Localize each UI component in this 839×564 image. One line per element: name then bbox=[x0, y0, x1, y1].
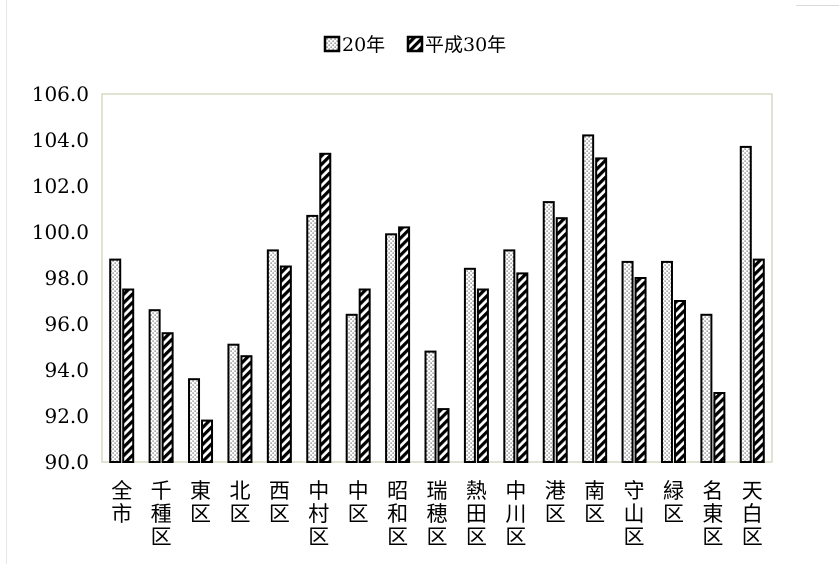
y-tick-label: 100.0 bbox=[32, 220, 89, 244]
bar-series-1 bbox=[148, 309, 161, 464]
bar-series-2 bbox=[476, 288, 489, 463]
y-tick-label: 96.0 bbox=[44, 312, 89, 336]
x-tick-label: 熱田区 bbox=[466, 479, 487, 549]
x-tick-label: 東区 bbox=[190, 479, 211, 526]
bar-series-1 bbox=[700, 313, 713, 463]
bar-series-1 bbox=[582, 134, 595, 463]
bar-series-1 bbox=[739, 145, 752, 463]
bar-series-2 bbox=[595, 157, 608, 463]
x-tick-label: 中村区 bbox=[308, 479, 329, 549]
y-axis-tick-labels: 106.0 104.0 102.0 100.0 98.0 96.0 94.0 9… bbox=[32, 82, 89, 474]
y-tick-label: 90.0 bbox=[44, 450, 89, 474]
y-tick-label: 106.0 bbox=[32, 82, 89, 106]
bar-series-1 bbox=[266, 249, 279, 463]
bar-series-2 bbox=[279, 265, 292, 463]
bar-series-1 bbox=[385, 233, 398, 463]
x-tick-label: 西区 bbox=[269, 479, 290, 526]
legend-swatch-series-2 bbox=[406, 35, 424, 53]
x-tick-label: 港区 bbox=[545, 479, 566, 526]
bar-series-2 bbox=[673, 300, 686, 463]
x-tick-label: 緑区 bbox=[663, 479, 684, 526]
bar-series-1 bbox=[503, 249, 516, 463]
plot-area-border bbox=[101, 93, 773, 463]
y-tick-label: 98.0 bbox=[44, 266, 89, 290]
bar-series-1 bbox=[542, 201, 555, 463]
y-tick-label: 104.0 bbox=[32, 128, 89, 152]
x-axis-category-labels: 全市千種区東区北区西区中村区中区昭和区瑞穂区熱田区中川区港区南区守山区緑区名東区… bbox=[111, 479, 763, 549]
legend-item-series-1: 20年 bbox=[323, 34, 385, 56]
bars bbox=[109, 134, 765, 464]
legend: 20年 平成30年 bbox=[323, 34, 506, 56]
x-tick-label: 中区 bbox=[348, 479, 369, 526]
y-tick-label: 102.0 bbox=[32, 174, 89, 198]
legend-label-series-2: 平成30年 bbox=[425, 34, 506, 56]
x-tick-label: 守山区 bbox=[624, 479, 645, 549]
x-tick-label: 天白区 bbox=[742, 479, 763, 549]
bar-series-1 bbox=[621, 260, 634, 463]
y-tick-label: 92.0 bbox=[44, 404, 89, 428]
bar-series-1 bbox=[660, 260, 673, 463]
bar-series-1 bbox=[424, 350, 437, 464]
legend-swatch-series-1 bbox=[323, 35, 341, 53]
legend-item-series-2: 平成30年 bbox=[406, 34, 506, 56]
bar-series-2 bbox=[516, 272, 529, 463]
bar-series-1 bbox=[463, 267, 476, 463]
x-tick-label: 千種区 bbox=[151, 479, 172, 549]
bar-series-2 bbox=[358, 288, 371, 463]
bar-series-2 bbox=[161, 332, 174, 464]
bar-series-2 bbox=[752, 258, 765, 463]
legend-label-series-1: 20年 bbox=[342, 34, 385, 56]
x-tick-label: 北区 bbox=[229, 479, 250, 526]
bar-series-2 bbox=[437, 408, 450, 464]
x-tick-label: 南区 bbox=[584, 479, 605, 526]
bar-series-2 bbox=[240, 355, 253, 464]
bar-series-1 bbox=[227, 343, 240, 464]
bar-series-2 bbox=[319, 152, 332, 464]
x-tick-label: 昭和区 bbox=[387, 479, 408, 549]
frame-edge-top-right bbox=[796, 5, 839, 6]
y-tick-label: 94.0 bbox=[44, 358, 89, 382]
bar-series-1 bbox=[306, 214, 319, 463]
bar-series-1 bbox=[188, 378, 201, 464]
bar-series-2 bbox=[634, 277, 647, 463]
bar-series-1 bbox=[109, 258, 122, 463]
bar-series-2 bbox=[555, 217, 568, 463]
x-tick-label: 瑞穂区 bbox=[427, 479, 448, 549]
bar-series-2 bbox=[201, 419, 214, 464]
frame-edge-left bbox=[6, 0, 7, 564]
bar-series-2 bbox=[398, 226, 411, 463]
bar-series-2 bbox=[122, 288, 135, 463]
x-tick-label: 名東区 bbox=[702, 479, 723, 549]
bar-series-2 bbox=[713, 392, 726, 463]
x-tick-label: 全市 bbox=[111, 479, 132, 526]
bar-series-1 bbox=[345, 313, 358, 463]
x-tick-label: 中川区 bbox=[505, 479, 526, 549]
